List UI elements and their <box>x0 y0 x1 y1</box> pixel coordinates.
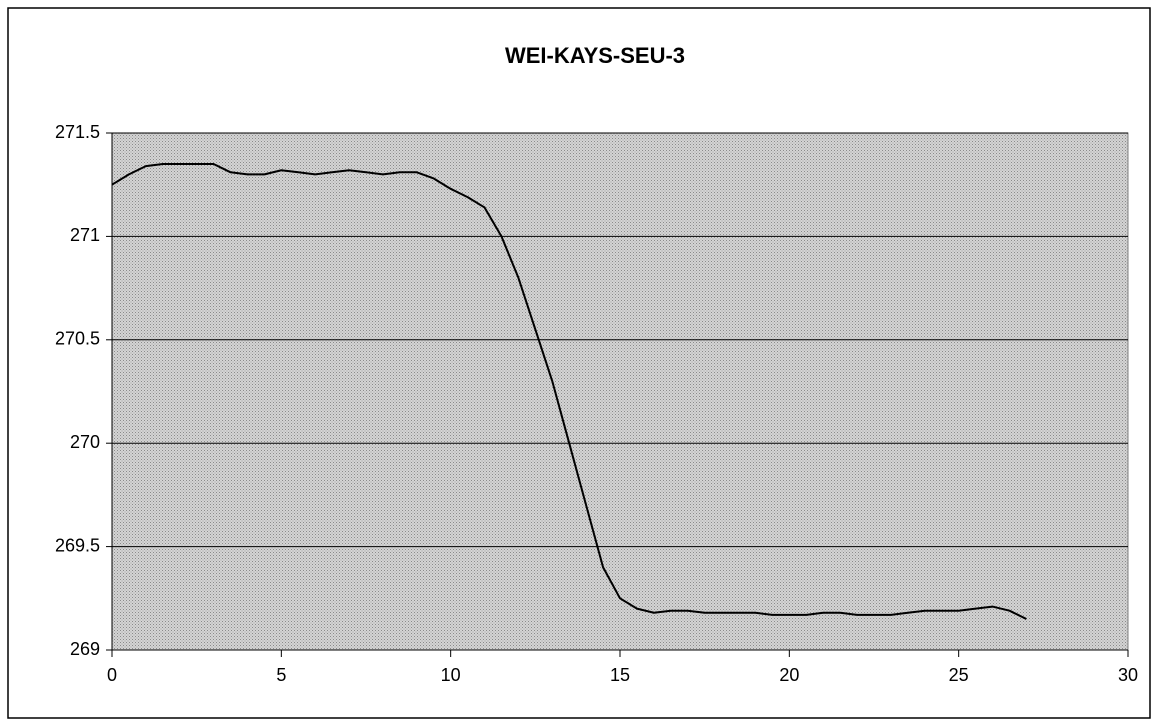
y-tick-label: 270.5 <box>55 329 100 349</box>
x-tick-label: 5 <box>276 665 286 685</box>
chart-title: WEI-KAYS-SEU-3 <box>505 43 685 68</box>
x-tick-label: 25 <box>949 665 969 685</box>
y-tick-label: 269.5 <box>55 535 100 555</box>
y-tick-label: 269 <box>70 639 100 659</box>
x-tick-label: 15 <box>610 665 630 685</box>
y-tick-label: 270 <box>70 432 100 452</box>
x-tick-label: 30 <box>1118 665 1138 685</box>
data-line <box>111 163 1027 620</box>
plot-area <box>111 132 1129 651</box>
y-tick-label: 271.5 <box>55 122 100 142</box>
y-tick-label: 271 <box>70 225 100 245</box>
x-tick-label: 20 <box>779 665 799 685</box>
x-tick-label: 10 <box>441 665 461 685</box>
x-tick-label: 0 <box>107 665 117 685</box>
